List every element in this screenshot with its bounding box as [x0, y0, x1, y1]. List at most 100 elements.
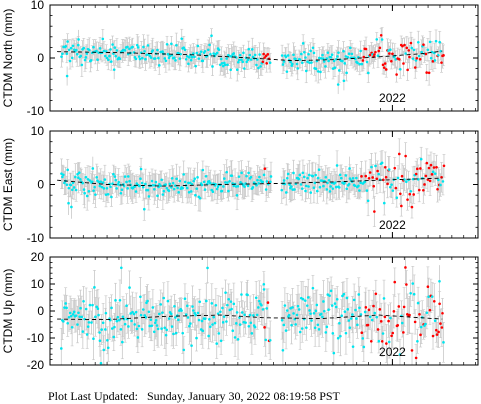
data-point: [71, 188, 74, 192]
data-point: [227, 297, 230, 301]
data-point: [184, 57, 188, 61]
data-point: [365, 189, 369, 192]
data-point: [344, 55, 348, 58]
data-point: [139, 177, 142, 180]
data-point: [164, 183, 167, 186]
data-point: [249, 175, 253, 179]
outlier-point: [438, 280, 441, 283]
data-point: [113, 325, 116, 329]
data-point: [209, 181, 212, 185]
data-point: [380, 38, 384, 41]
recent-point: [409, 41, 413, 45]
data-point: [286, 176, 289, 180]
data-point: [324, 175, 328, 179]
data-point: [109, 185, 112, 189]
recent-point: [393, 166, 397, 170]
recent-point: [442, 54, 445, 57]
data-point: [285, 70, 289, 73]
data-point: [235, 311, 239, 314]
data-point: [433, 59, 437, 62]
data-point: [165, 186, 169, 190]
data-point: [188, 324, 191, 328]
data-point: [161, 50, 164, 53]
data-point: [257, 66, 260, 70]
data-point: [85, 333, 89, 336]
data-point: [321, 179, 324, 183]
data-point: [183, 297, 187, 301]
recent-point: [375, 177, 379, 181]
recent-point: [418, 312, 421, 316]
data-point: [289, 60, 292, 64]
data-point: [403, 178, 406, 181]
data-point: [256, 178, 259, 182]
data-point: [156, 327, 160, 331]
data-point: [146, 188, 150, 192]
data-point: [416, 339, 419, 343]
recent-point: [263, 326, 266, 329]
data-point: [159, 303, 163, 306]
recent-point: [383, 165, 387, 169]
data-point: [327, 59, 330, 63]
data-point: [314, 173, 317, 177]
data-point: [237, 175, 241, 178]
data-point: [224, 181, 227, 184]
data-point: [389, 316, 392, 320]
data-point: [60, 55, 63, 58]
data-point: [375, 315, 378, 319]
data-point: [284, 55, 288, 59]
data-point: [292, 171, 295, 175]
footer-label: Plot Last Updated:: [48, 389, 138, 403]
data-point: [420, 50, 423, 54]
data-point: [174, 331, 178, 335]
data-point: [282, 179, 286, 182]
data-point: [245, 174, 248, 178]
data-point: [317, 328, 321, 331]
data-point: [334, 185, 338, 189]
recent-point: [422, 43, 425, 46]
data-point: [229, 68, 232, 72]
data-point: [187, 181, 190, 185]
data-point: [147, 310, 151, 314]
outlier-point: [67, 201, 70, 205]
data-point: [257, 306, 260, 309]
data-point: [74, 188, 78, 192]
recent-point: [425, 161, 429, 165]
data-point: [265, 180, 269, 183]
data-point: [301, 42, 305, 45]
recent-point: [401, 44, 404, 48]
data-point: [243, 185, 246, 188]
data-point: [215, 51, 219, 55]
data-point: [75, 52, 79, 56]
data-point: [225, 170, 228, 174]
data-point: [416, 40, 420, 44]
data-point: [315, 303, 319, 307]
data-point: [382, 201, 386, 205]
data-point: [80, 315, 84, 319]
data-point: [330, 53, 334, 56]
trend-line: [57, 314, 443, 321]
data-point: [438, 40, 442, 44]
data-point: [106, 58, 110, 62]
data-point: [387, 168, 391, 171]
x-tick-label: 2022: [379, 218, 406, 232]
data-point: [358, 306, 361, 310]
data-point: [126, 52, 130, 56]
data-point: [139, 313, 143, 317]
data-point: [170, 186, 173, 189]
y-tick-label: 0: [37, 178, 44, 192]
data-point: [357, 184, 360, 188]
recent-point: [428, 308, 432, 312]
data-point: [134, 310, 138, 314]
data-point: [81, 181, 84, 185]
data-point: [346, 56, 350, 59]
data-point: [135, 327, 139, 331]
data-point: [156, 194, 159, 198]
data-point: [222, 315, 226, 318]
data-point: [292, 312, 295, 315]
data-point: [320, 312, 323, 316]
x-tick-label: 2022: [379, 345, 406, 359]
data-point: [161, 193, 165, 196]
data-point: [192, 309, 195, 312]
data-point: [209, 52, 212, 56]
data-point: [317, 168, 321, 172]
